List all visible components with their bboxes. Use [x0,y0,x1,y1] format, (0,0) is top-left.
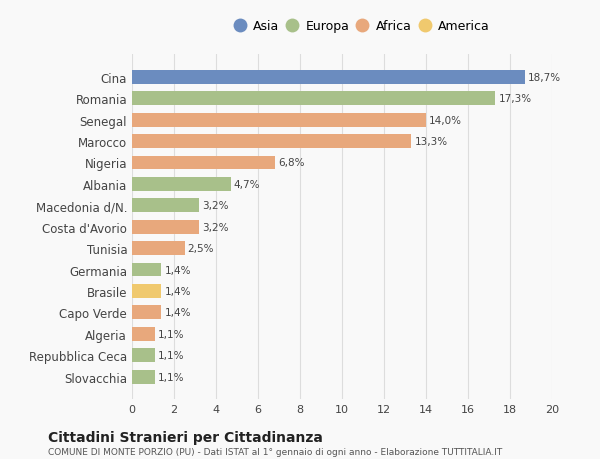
Bar [132,178,230,191]
Text: 1,1%: 1,1% [158,350,185,360]
Bar [132,199,199,213]
Legend: Asia, Europa, Africa, America: Asia, Europa, Africa, America [233,17,493,37]
Text: 13,3%: 13,3% [415,137,448,147]
Bar [132,327,155,341]
Bar [132,348,155,362]
Bar [132,263,161,277]
Bar [132,135,412,149]
Bar [132,92,496,106]
Bar [132,156,275,170]
Text: 3,2%: 3,2% [202,201,229,211]
Text: 17,3%: 17,3% [499,94,532,104]
Text: 1,1%: 1,1% [158,329,185,339]
Bar [132,220,199,234]
Text: 1,4%: 1,4% [164,308,191,318]
Text: COMUNE DI MONTE PORZIO (PU) - Dati ISTAT al 1° gennaio di ogni anno - Elaborazio: COMUNE DI MONTE PORZIO (PU) - Dati ISTAT… [48,448,502,456]
Bar [132,71,525,84]
Text: Cittadini Stranieri per Cittadinanza: Cittadini Stranieri per Cittadinanza [48,430,323,444]
Bar [132,306,161,319]
Bar [132,241,185,256]
Text: 4,7%: 4,7% [234,179,260,190]
Text: 1,1%: 1,1% [158,372,185,382]
Text: 2,5%: 2,5% [188,244,214,253]
Bar [132,370,155,384]
Text: 14,0%: 14,0% [429,115,462,125]
Text: 1,4%: 1,4% [164,265,191,275]
Text: 18,7%: 18,7% [528,73,561,83]
Text: 3,2%: 3,2% [202,222,229,232]
Text: 1,4%: 1,4% [164,286,191,296]
Bar [132,284,161,298]
Text: 6,8%: 6,8% [278,158,304,168]
Bar [132,113,426,127]
